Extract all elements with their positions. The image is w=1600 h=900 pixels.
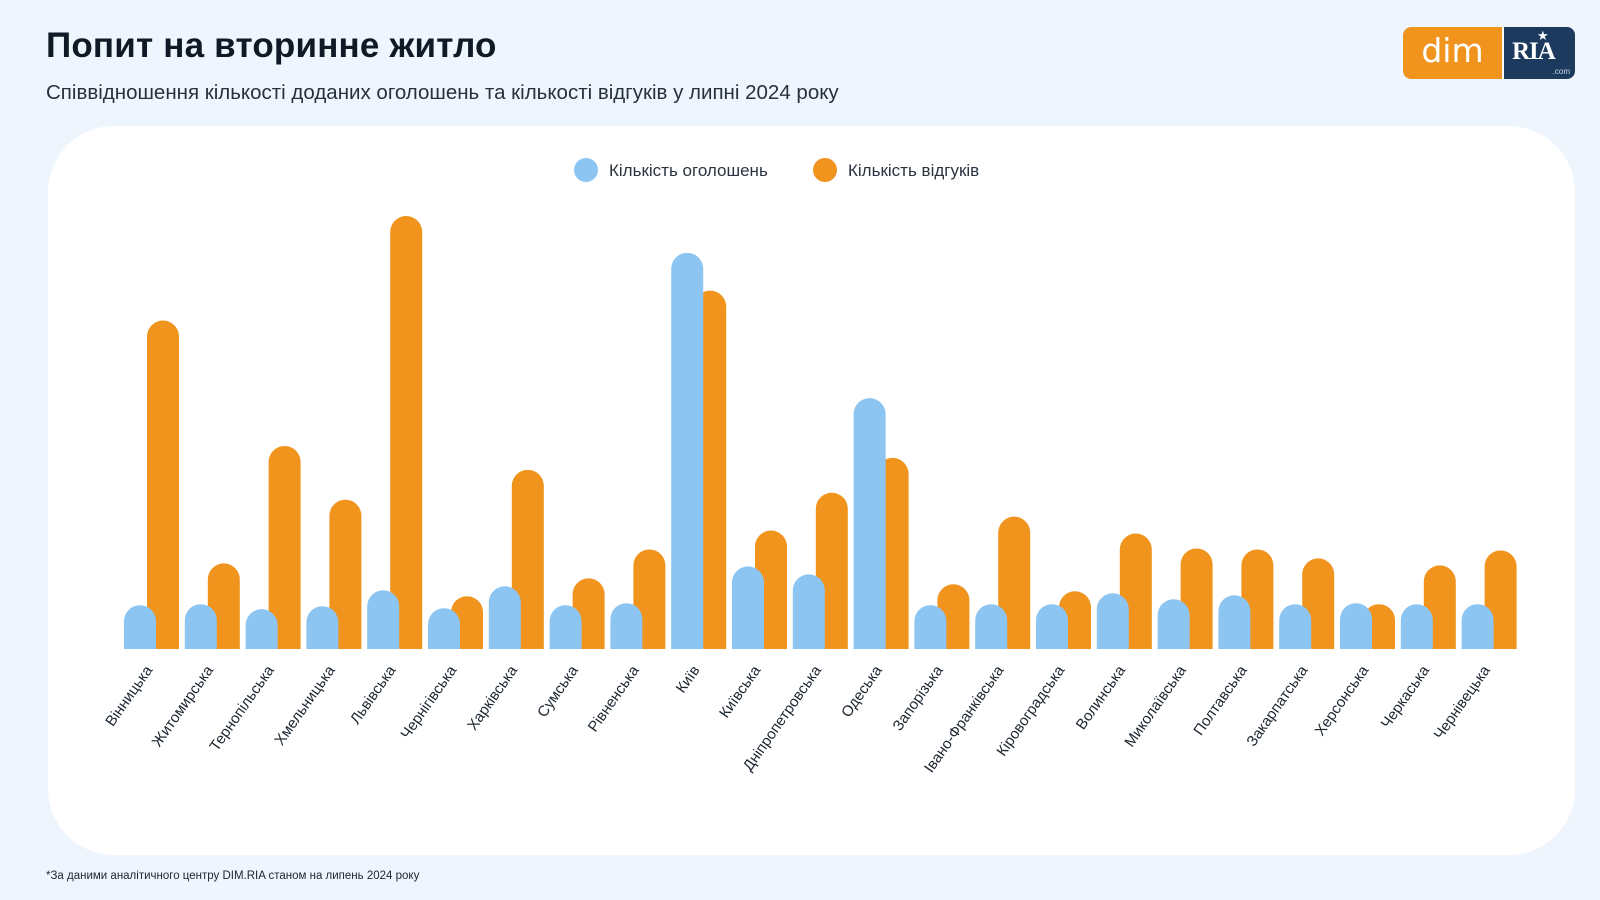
category-label-cat-17: Волинська (1073, 662, 1130, 733)
category-label-cat-14: Запорізька (889, 662, 947, 734)
category-label-cat-6: Чернігівська (397, 662, 460, 742)
category-label-cat-3: Тернопільська (206, 662, 278, 754)
category-label-cat-7: Харківська (464, 662, 521, 734)
chart-panel (48, 126, 1575, 855)
bar-listings-cat-1 (124, 605, 156, 649)
bars-group (124, 216, 1517, 649)
bar-listings-cat-13 (853, 398, 886, 649)
bar-listings-cat-10 (671, 252, 704, 649)
category-label-cat-8: Сумська (534, 662, 582, 721)
bar-listings-cat-17 (1096, 593, 1129, 649)
bar-listings-cat-22 (1400, 604, 1433, 649)
bar-listings-cat-8 (549, 605, 582, 649)
bar-listings-cat-9 (610, 603, 643, 649)
bar-listings-cat-20 (1279, 604, 1312, 649)
category-label-cat-5: Львівська (347, 662, 400, 727)
category-label-cat-9: Рівненська (585, 662, 643, 735)
bar-listings-cat-11 (732, 566, 764, 649)
logo-domain-text: .com (1552, 67, 1570, 76)
category-label-cat-4: Хмельницька (271, 662, 339, 748)
category-label-cat-1: Вінницька (102, 662, 156, 730)
legend-marker-listings (574, 158, 598, 182)
category-label-cat-21: Херсонська (1312, 662, 1373, 739)
legend-label-responses: Кількість відгуків (848, 161, 979, 180)
category-label-cat-20: Закарпатська (1243, 662, 1311, 750)
bar-listings-cat-12 (792, 574, 825, 649)
legend-label-listings: Кількість оголошень (609, 161, 768, 180)
bar-responses-cat-4 (329, 499, 362, 649)
category-label-cat-19: Полтавська (1190, 662, 1251, 739)
category-labels: ВінницькаЖитомирськаТернопільськаХмельни… (102, 662, 1494, 776)
bar-listings-cat-3 (245, 609, 278, 649)
bar-listings-cat-16 (1036, 604, 1068, 649)
category-label-cat-10: Київ (673, 663, 704, 697)
bar-listings-cat-23 (1461, 604, 1494, 649)
bar-listings-cat-5 (367, 590, 400, 649)
logo-dim-part: dim (1403, 27, 1502, 79)
bar-listings-cat-18 (1157, 599, 1190, 649)
bar-listings-cat-6 (428, 608, 460, 649)
bar-responses-cat-1 (147, 320, 179, 649)
bar-listings-cat-2 (184, 604, 217, 649)
logo-ria-text: RIA (1512, 38, 1556, 65)
dimria-logo[interactable]: dim ★ RIA .com (1403, 27, 1575, 79)
category-label-cat-2: Житомирська (149, 662, 218, 750)
bar-listings-cat-15 (975, 604, 1008, 649)
bar-responses-cat-3 (268, 445, 301, 649)
footnote: *За даними аналітичного центру DIM.RIA с… (46, 870, 420, 882)
bar-responses-cat-5 (390, 216, 423, 649)
page-subtitle: Співвідношення кількості доданих оголоше… (46, 81, 839, 104)
bar-listings-cat-21 (1340, 603, 1372, 649)
star-icon: ★ (1537, 28, 1549, 43)
category-label-cat-11: Київська (716, 662, 765, 721)
category-label-cat-22: Черкаська (1378, 662, 1434, 732)
legend-marker-responses (813, 158, 837, 182)
page-title: Попит на вторинне житло (46, 26, 497, 65)
bar-listings-cat-19 (1218, 595, 1251, 649)
bar-listings-cat-14 (914, 605, 947, 649)
category-label-cat-13: Одеська (838, 662, 886, 721)
bar-listings-cat-4 (306, 606, 339, 649)
category-label-cat-18: Миколаївська (1121, 662, 1190, 750)
bar-listings-cat-7 (488, 586, 521, 649)
logo-ria-part: ★ RIA .com (1502, 27, 1575, 79)
category-label-cat-16: Кіровоградська (993, 662, 1068, 759)
category-label-cat-23: Чернівецька (1431, 662, 1495, 743)
chart-legend: Кількість оголошень Кількість відгуків (574, 158, 979, 182)
